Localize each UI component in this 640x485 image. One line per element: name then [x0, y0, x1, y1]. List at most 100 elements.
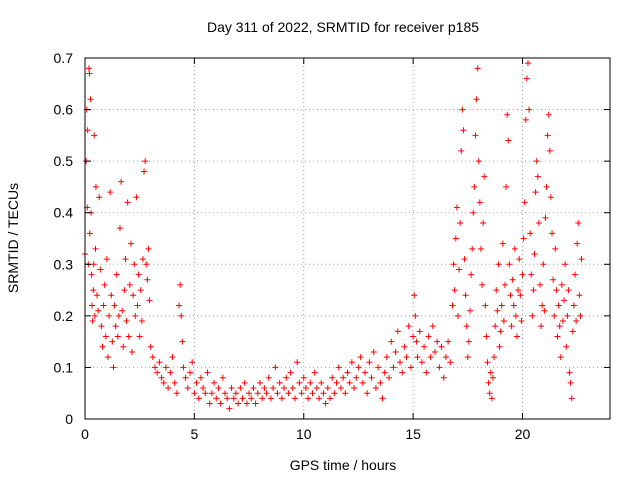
data-point — [274, 390, 281, 397]
data-point — [577, 312, 584, 319]
data-point — [144, 276, 151, 283]
data-point — [544, 132, 551, 139]
data-point — [471, 183, 478, 190]
data-point — [550, 276, 557, 283]
data-point — [353, 374, 360, 381]
x-tick-label: 5 — [190, 426, 198, 442]
data-point — [442, 354, 449, 361]
data-point — [276, 379, 283, 386]
data-point — [390, 364, 397, 371]
data-point — [480, 220, 487, 227]
data-point — [546, 147, 553, 154]
data-point — [125, 333, 132, 340]
data-point — [141, 168, 148, 175]
data-point — [412, 312, 419, 319]
data-point — [366, 359, 373, 366]
data-point — [375, 364, 382, 371]
data-point — [370, 348, 377, 355]
data-point — [108, 292, 115, 299]
data-point — [318, 379, 325, 386]
data-point — [401, 343, 408, 350]
data-point — [250, 385, 257, 392]
data-point — [403, 354, 410, 361]
data-point — [469, 245, 476, 252]
data-point — [84, 127, 91, 134]
data-point — [411, 292, 418, 299]
y-tick-label: 0.6 — [54, 102, 74, 118]
data-point — [120, 343, 127, 350]
data-point — [135, 271, 142, 278]
data-point — [107, 189, 114, 196]
data-point — [96, 194, 103, 201]
data-point — [243, 400, 250, 407]
data-point — [517, 292, 524, 299]
data-point — [559, 318, 566, 325]
data-point — [481, 173, 488, 180]
data-point — [549, 230, 556, 237]
data-point — [489, 374, 496, 381]
y-tick-label: 0.7 — [54, 50, 74, 66]
data-point — [307, 379, 314, 386]
data-point — [528, 271, 535, 278]
data-point — [451, 287, 458, 294]
data-point — [302, 385, 309, 392]
data-point — [504, 111, 511, 118]
data-point — [86, 230, 93, 237]
data-point — [98, 323, 105, 330]
data-point — [488, 395, 495, 402]
data-point — [173, 390, 180, 397]
data-point — [535, 220, 542, 227]
data-point — [507, 292, 514, 299]
data-point — [510, 302, 517, 309]
data-point — [211, 379, 218, 386]
data-point — [537, 281, 543, 288]
data-point — [162, 364, 169, 371]
data-point — [386, 374, 393, 381]
data-point — [86, 70, 93, 77]
data-point — [112, 323, 119, 330]
data-point — [130, 292, 137, 299]
data-point — [202, 390, 209, 397]
data-point — [91, 132, 98, 139]
data-point — [456, 266, 463, 273]
data-point — [447, 359, 454, 366]
data-point — [554, 333, 561, 340]
data-point — [454, 312, 461, 319]
data-point — [145, 245, 152, 252]
data-point — [405, 323, 412, 330]
data-point — [539, 302, 546, 309]
data-point — [235, 400, 242, 407]
data-point — [388, 338, 395, 345]
data-point — [346, 379, 353, 386]
data-point — [463, 323, 470, 330]
data-point — [160, 379, 167, 386]
data-point — [477, 245, 484, 252]
data-point — [171, 379, 178, 386]
data-point — [169, 354, 176, 361]
data-point — [514, 333, 521, 340]
data-point — [102, 333, 109, 340]
data-point — [440, 374, 447, 381]
data-point — [333, 379, 340, 386]
data-point — [495, 261, 502, 268]
data-point — [208, 390, 215, 397]
data-point — [576, 292, 583, 299]
data-point — [531, 250, 538, 257]
data-point — [213, 395, 220, 402]
data-point — [101, 281, 108, 288]
data-point — [94, 292, 101, 299]
data-point — [434, 338, 441, 345]
data-point — [509, 276, 516, 283]
data-point — [552, 245, 559, 252]
data-point — [423, 369, 430, 376]
data-point — [90, 287, 97, 294]
data-point — [494, 307, 501, 314]
data-point — [534, 173, 541, 180]
x-axis-label: GPS time / hours — [290, 457, 397, 473]
data-point — [533, 158, 540, 165]
x-tick-label: 10 — [296, 426, 312, 442]
axes-layer: 0 5 10 15 20 0 0.1 0.2 0.3 0.4 0.5 0.6 0.7 — [54, 50, 611, 442]
data-point — [99, 343, 106, 350]
